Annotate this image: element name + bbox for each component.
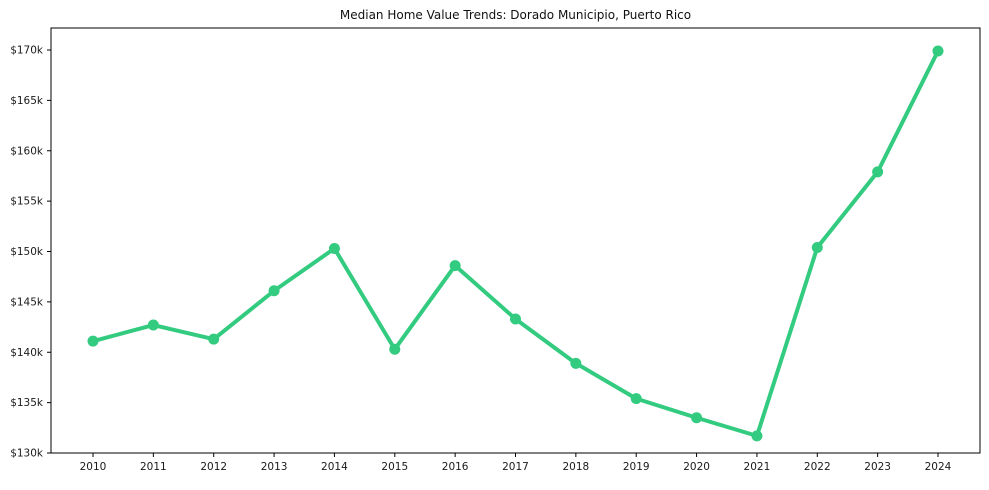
y-tick-label: $165k	[10, 95, 44, 107]
x-tick-label: 2017	[502, 461, 529, 473]
x-tick-label: 2018	[562, 461, 589, 473]
y-tick-label: $145k	[10, 296, 44, 308]
y-tick-label: $150k	[10, 246, 44, 258]
x-tick-label: 2012	[200, 461, 227, 473]
x-tick-label: 2011	[140, 461, 167, 473]
data-point	[630, 393, 642, 405]
x-tick-label: 2016	[442, 461, 469, 473]
y-tick-label: $135k	[10, 397, 44, 409]
y-tick-label: $155k	[10, 196, 44, 208]
x-tick-label: 2020	[683, 461, 710, 473]
plot-area	[50, 27, 981, 454]
y-tick-label: $170k	[10, 45, 44, 57]
data-point	[87, 335, 99, 347]
x-tick-label: 2024	[925, 461, 952, 473]
x-tick-label: 2022	[804, 461, 831, 473]
x-tick-label: 2014	[321, 461, 348, 473]
data-point	[268, 285, 280, 297]
data-point	[691, 412, 703, 424]
x-tick-label: 2023	[864, 461, 891, 473]
chart-title: Median Home Value Trends: Dorado Municip…	[339, 8, 692, 22]
data-point	[932, 45, 944, 57]
y-tick-label: $140k	[10, 347, 44, 359]
data-point	[328, 242, 340, 254]
x-tick-label: 2015	[381, 461, 408, 473]
data-point	[147, 319, 159, 331]
x-tick-label: 2021	[744, 461, 771, 473]
data-point	[811, 241, 823, 253]
y-tick-label: $130k	[10, 448, 44, 460]
data-point	[449, 260, 461, 272]
data-point	[208, 333, 220, 345]
data-point	[872, 166, 884, 178]
y-tick-label: $160k	[10, 145, 44, 157]
x-tick-label: 2019	[623, 461, 650, 473]
x-tick-label: 2013	[261, 461, 288, 473]
data-point	[751, 430, 763, 442]
data-point	[389, 343, 401, 355]
data-point	[570, 357, 582, 369]
x-tick-label: 2010	[80, 461, 107, 473]
data-point	[510, 313, 521, 325]
